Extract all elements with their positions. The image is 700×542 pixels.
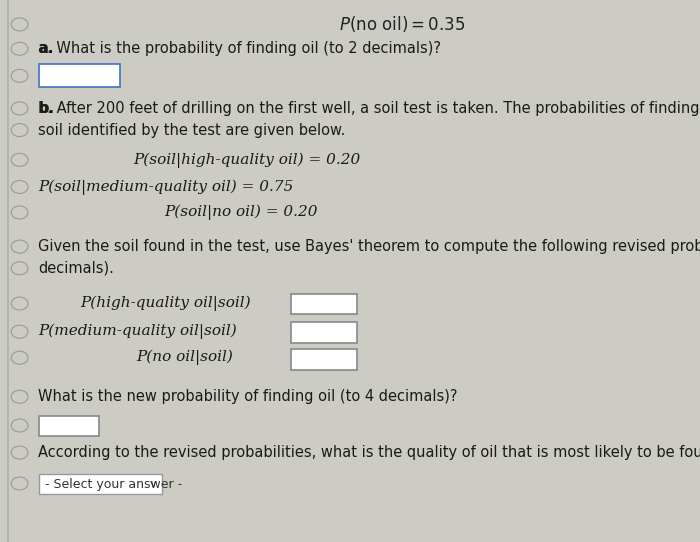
Text: decimals).: decimals). <box>38 261 114 276</box>
Circle shape <box>11 180 28 193</box>
Text: P(soil|medium-quality oil) = 0.75: P(soil|medium-quality oil) = 0.75 <box>38 179 294 195</box>
FancyBboxPatch shape <box>290 322 357 343</box>
Circle shape <box>11 390 28 403</box>
Circle shape <box>11 124 28 137</box>
FancyBboxPatch shape <box>290 294 357 314</box>
Circle shape <box>11 240 28 253</box>
Circle shape <box>11 477 28 490</box>
FancyBboxPatch shape <box>290 349 357 370</box>
FancyBboxPatch shape <box>39 64 120 87</box>
Circle shape <box>11 325 28 338</box>
FancyBboxPatch shape <box>39 416 99 436</box>
Circle shape <box>11 42 28 55</box>
Text: According to the revised probabilities, what is the quality of oil that is most : According to the revised probabilities, … <box>38 445 700 460</box>
Circle shape <box>11 351 28 364</box>
Text: What is the new probability of finding oil (to 4 decimals)?: What is the new probability of finding o… <box>38 389 458 404</box>
Text: P(no oil|soil): P(no oil|soil) <box>136 350 233 365</box>
Circle shape <box>11 262 28 275</box>
Text: - Select your answer -: - Select your answer - <box>45 478 182 491</box>
Circle shape <box>11 153 28 166</box>
Text: P(soil|high-quality oil) = 0.20: P(soil|high-quality oil) = 0.20 <box>133 152 360 167</box>
Text: P(soil|no oil) = 0.20: P(soil|no oil) = 0.20 <box>164 205 318 220</box>
Text: Given the soil found in the test, use Bayes' theorem to compute the following re: Given the soil found in the test, use Ba… <box>38 239 700 254</box>
Circle shape <box>11 446 28 459</box>
FancyBboxPatch shape <box>39 474 162 494</box>
Text: b. After 200 feet of drilling on the first well, a soil test is taken. The proba: b. After 200 feet of drilling on the fir… <box>38 101 700 116</box>
Text: a. What is the probability of finding oil (to 2 decimals)?: a. What is the probability of finding oi… <box>38 41 442 56</box>
Text: P(high-quality oil|soil): P(high-quality oil|soil) <box>80 296 251 311</box>
Text: soil identified by the test are given below.: soil identified by the test are given be… <box>38 122 346 138</box>
Circle shape <box>11 69 28 82</box>
Text: $P\mathrm{(no\ oil)} = 0.35$: $P\mathrm{(no\ oil)} = 0.35$ <box>340 15 466 34</box>
Circle shape <box>11 18 28 31</box>
Text: v: v <box>150 479 157 489</box>
Circle shape <box>11 102 28 115</box>
Text: a.: a. <box>38 41 54 56</box>
Circle shape <box>11 206 28 219</box>
Circle shape <box>11 297 28 310</box>
Circle shape <box>11 419 28 432</box>
Text: b.: b. <box>38 101 55 116</box>
Text: P(medium-quality oil|soil): P(medium-quality oil|soil) <box>38 324 237 339</box>
